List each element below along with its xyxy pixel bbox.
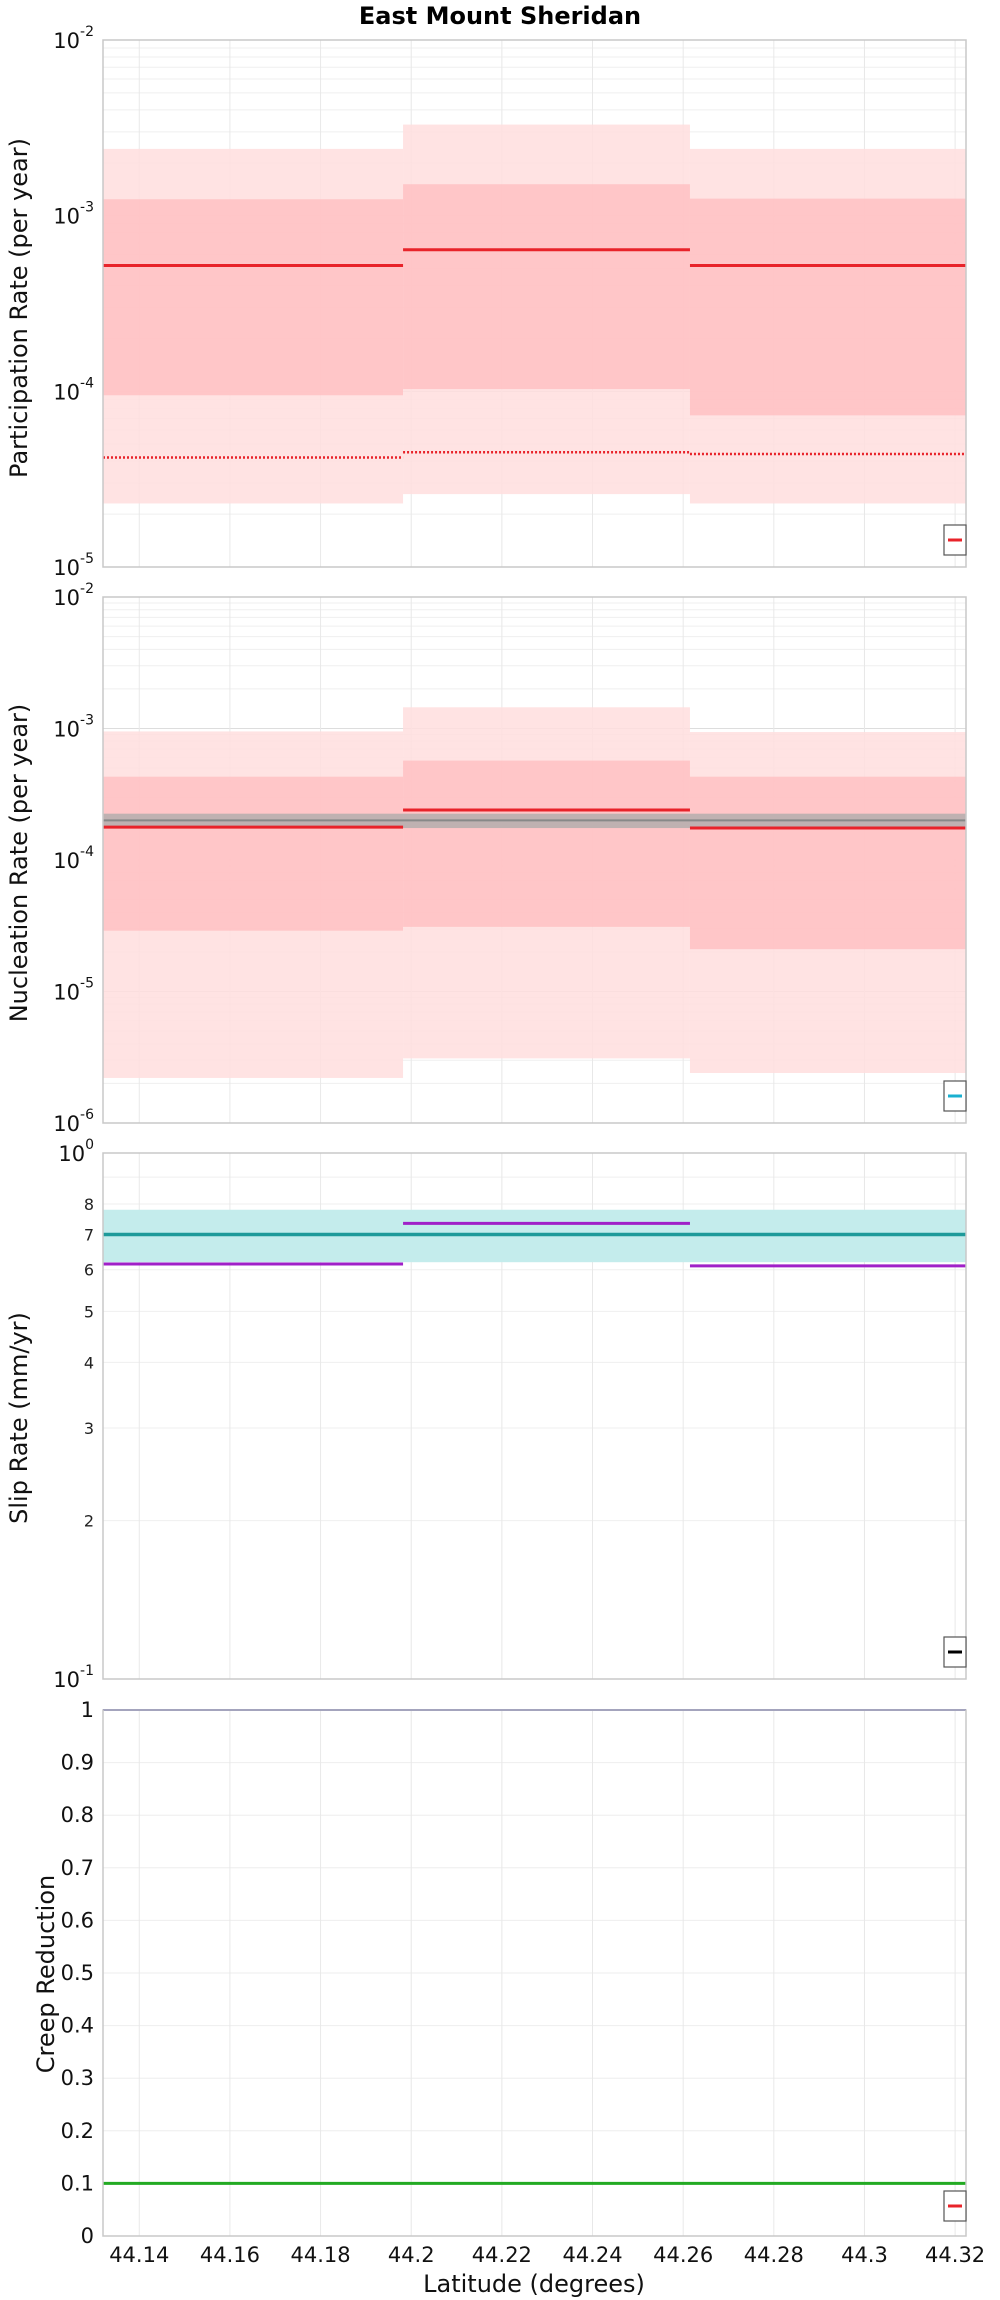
inner-uncertainty-band <box>103 199 404 396</box>
x-tick-label: 44.26 <box>653 2243 713 2267</box>
y-tick-label: 0 <box>81 2224 94 2248</box>
participation-panel: 10-510-410-310-2 <box>53 24 967 580</box>
inner-uncertainty-band <box>689 198 966 416</box>
y-tick-label: 0.9 <box>61 1751 94 1775</box>
x-tick-label: 44.14 <box>109 2243 169 2267</box>
participation-ylabel: Participation Rate (per year) <box>5 138 33 478</box>
y-tick-label: 10-3 <box>53 713 94 742</box>
x-tick-label: 44.24 <box>562 2243 622 2267</box>
x-tick-labels: 44.14 44.16 44.18 44.2 44.22 44.24 44.26 44.28 4… <box>109 2243 985 2267</box>
creep-reduction-panel: 0 0.1 0.2 0.3 0.4 0.5 0.6 0.7 0.8 0.9 1 <box>61 1698 967 2248</box>
y-minor-tick-label: 4 <box>84 1353 94 1372</box>
tick-base: 10 <box>58 1142 85 1166</box>
tick-exponent: -6 <box>80 1107 94 1123</box>
y-tick-label: 0.6 <box>61 1908 94 1932</box>
tick-exponent: -3 <box>80 713 94 729</box>
tick-base: 10 <box>53 205 80 229</box>
y-tick-label: 10-5 <box>53 551 94 580</box>
y-minor-tick-label: 6 <box>84 1261 94 1280</box>
nucleation-panel: 10-610-510-410-310-2 <box>53 581 967 1136</box>
figure-title: East Mount Sheridan <box>359 2 641 30</box>
plot-frame <box>102 1152 967 1680</box>
tick-exponent: -5 <box>80 976 94 992</box>
x-axis-label: Latitude (degrees) <box>423 2270 645 2298</box>
inner-uncertainty-band <box>403 760 690 927</box>
y-minor-tick-label: 2 <box>84 1512 94 1531</box>
tick-base: 10 <box>53 380 80 404</box>
tick-exponent: -2 <box>80 581 94 597</box>
tick-exponent: -3 <box>80 200 94 216</box>
tick-base: 10 <box>53 1112 80 1136</box>
tick-exponent: -1 <box>80 1663 94 1679</box>
y-minor-tick-label: 5 <box>84 1302 94 1321</box>
y-tick-label: 10-3 <box>53 200 94 229</box>
plot-frame <box>102 596 967 1124</box>
y-tick-label: 1 <box>81 1698 94 1722</box>
y-tick-label: 0.4 <box>61 2014 94 2038</box>
tick-exponent: -5 <box>80 551 94 567</box>
slip-ylabel: Slip Rate (mm/yr) <box>5 1312 33 1524</box>
y-minor-tick-label: 8 <box>84 1195 94 1214</box>
y-tick-label: 10-1 <box>53 1663 94 1692</box>
tick-base: 10 <box>53 586 80 610</box>
tick-base: 10 <box>53 981 80 1005</box>
y-minor-tick-label: 7 <box>84 1225 94 1244</box>
tick-exponent: -2 <box>80 24 94 40</box>
y-tick-label: 10-5 <box>53 976 94 1005</box>
x-tick-label: 44.32 <box>925 2243 985 2267</box>
y-tick-label: 0.3 <box>61 2066 94 2090</box>
y-tick-label: 0.1 <box>61 2171 94 2195</box>
inner-uncertainty-band <box>689 776 966 950</box>
inner-uncertainty-band <box>403 184 690 390</box>
plot-frame <box>102 1709 967 2237</box>
tick-exponent: -4 <box>80 844 94 860</box>
tick-base: 10 <box>53 849 80 873</box>
y-tick-label: 10-6 <box>53 1107 94 1136</box>
tick-base: 10 <box>53 718 80 742</box>
x-tick-label: 44.2 <box>388 2243 435 2267</box>
nucleation-ylabel: Nucleation Rate (per year) <box>5 704 33 1023</box>
tick-base: 10 <box>53 1668 80 1692</box>
tick-base: 10 <box>53 29 80 53</box>
plot-frame <box>102 39 967 568</box>
y-tick-label: 0.2 <box>61 2119 94 2143</box>
y-tick-label: 0.8 <box>61 1803 94 1827</box>
inner-uncertainty-band <box>103 776 404 931</box>
tick-base: 10 <box>53 556 80 580</box>
creep-ylabel: Creep Reduction <box>32 1875 60 2073</box>
tick-exponent: 0 <box>85 1137 94 1153</box>
tick-exponent: -4 <box>80 375 94 391</box>
y-tick-label: 10-2 <box>53 24 94 53</box>
y-tick-label: 10-4 <box>53 375 94 404</box>
y-tick-label: 10-2 <box>53 581 94 610</box>
y-tick-label: 0.5 <box>61 1961 94 1985</box>
y-tick-label: 100 <box>58 1137 94 1166</box>
x-tick-label: 44.18 <box>291 2243 351 2267</box>
x-tick-label: 44.22 <box>472 2243 532 2267</box>
y-tick-label: 10-4 <box>53 844 94 873</box>
y-minor-tick-label: 3 <box>84 1419 94 1438</box>
x-tick-label: 44.28 <box>744 2243 804 2267</box>
y-tick-label: 0.7 <box>61 1856 94 1880</box>
x-tick-label: 44.3 <box>841 2243 888 2267</box>
x-tick-label: 44.16 <box>200 2243 260 2267</box>
